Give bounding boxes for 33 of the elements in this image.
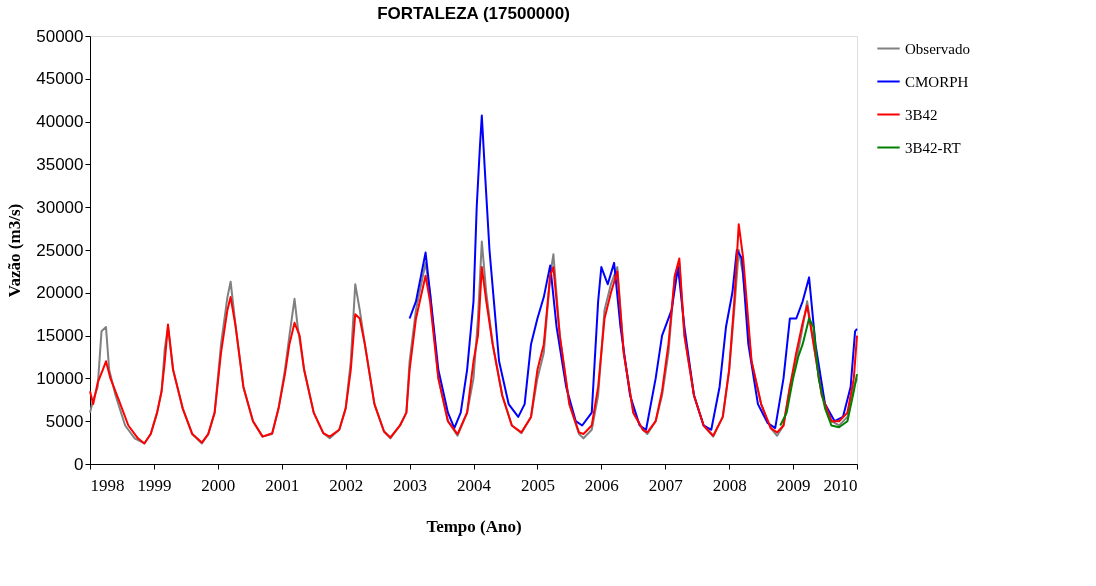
x-tick-label: 1998 [90, 475, 125, 495]
y-tick-label: 20000 [36, 283, 84, 303]
y-tick-label: 15000 [36, 326, 84, 346]
y-tick-label: 30000 [36, 197, 84, 217]
chart-title: FORTALEZA (17500000) [377, 4, 570, 23]
x-tick-label: 2002 [329, 475, 364, 495]
line-series [779, 317, 858, 429]
x-axis-title: Tempo (Ano) [426, 516, 522, 536]
y-tick-label: 5000 [45, 411, 84, 431]
y-tick-label: 40000 [36, 112, 84, 132]
x-tick-label: 2008 [712, 475, 747, 495]
y-tick-label: 10000 [36, 368, 84, 388]
y-tick-label: 0 [74, 454, 84, 474]
legend-label: 3B42-RT [905, 139, 961, 156]
legend-label: CMORPH [905, 73, 969, 90]
x-tick-label: 2006 [584, 475, 619, 495]
x-tick-label: 2004 [457, 475, 492, 495]
y-tick-label: 35000 [36, 154, 84, 174]
y-tick-label: 50000 [36, 26, 84, 46]
x-tick-label: 1999 [137, 475, 172, 495]
y-tick-label: 45000 [36, 69, 84, 89]
x-tick-label: 2001 [265, 475, 300, 495]
x-tick-label: 2010 [823, 475, 858, 495]
legend-label: Observado [905, 40, 970, 57]
x-tick-label: 2009 [776, 475, 811, 495]
y-tick-label: 25000 [36, 240, 84, 260]
y-axis-title: Vazão (m3/s) [5, 203, 25, 298]
x-tick-label: 2005 [520, 475, 555, 495]
x-tick-label: 2003 [393, 475, 428, 495]
line-series [408, 114, 858, 431]
legend-label: 3B42 [905, 106, 938, 123]
x-tick-label: 2007 [648, 475, 684, 495]
x-tick-label: 2000 [201, 475, 236, 495]
